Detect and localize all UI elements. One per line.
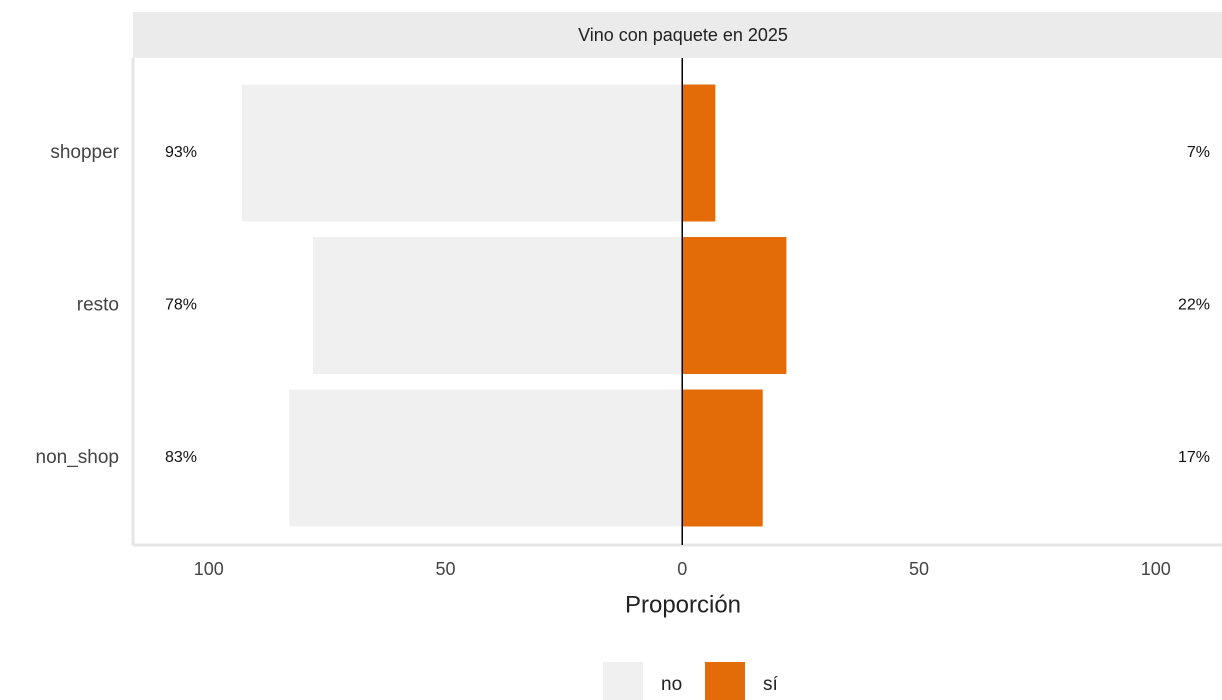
x-tick-label: 100 [194,559,224,579]
strip [133,12,1222,58]
bar [682,84,716,222]
data-label: 83% [165,449,197,466]
x-axis-title: Proporción [625,591,741,618]
y-tick-label: non_shop [36,447,119,468]
data-label: 78% [165,297,197,314]
x-tick-label: 0 [677,559,687,579]
legend-swatch [705,662,745,700]
x-tick-label: 50 [435,559,455,579]
data-label: 17% [1178,449,1210,466]
legend-label: no [661,674,682,695]
bar [241,84,683,222]
data-label: 93% [165,144,197,161]
data-label: 22% [1178,297,1210,314]
y-tick-label: shopper [50,142,119,163]
bar [289,389,683,527]
bar [312,237,683,374]
legend-swatch [603,662,643,700]
y-tick-label: resto [77,295,119,316]
x-tick-label: 100 [1141,559,1171,579]
data-label: 7% [1187,144,1210,161]
x-tick-label: 50 [909,559,929,579]
bar [682,389,763,527]
chart-title: Vino con paquete en 2025 [578,25,788,45]
legend-label: sí [763,674,779,695]
bar [682,237,787,374]
